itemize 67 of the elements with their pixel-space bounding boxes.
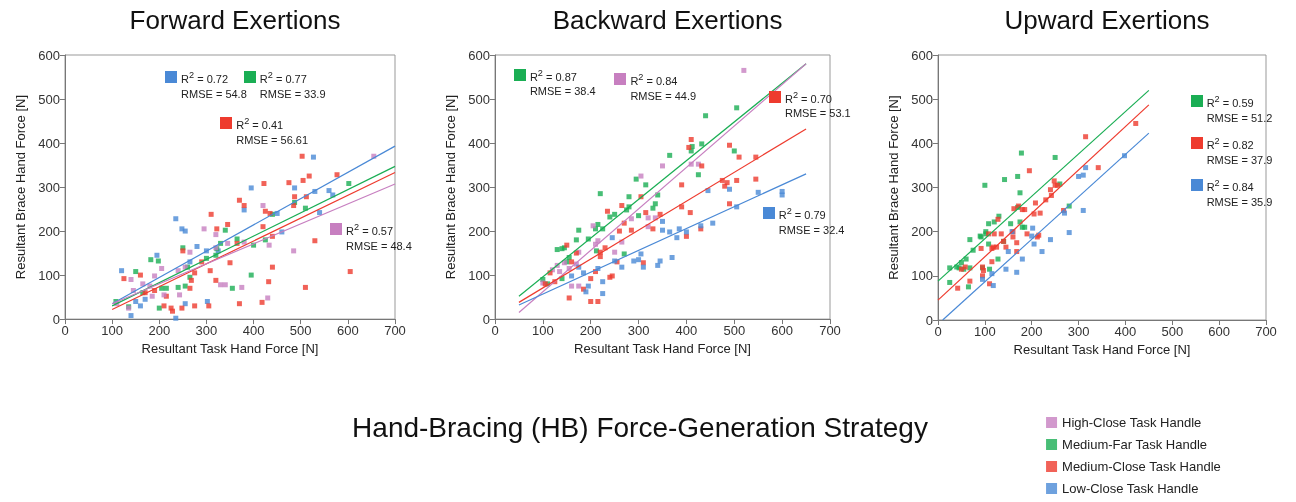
x-tick-label: 700	[819, 323, 841, 339]
x-tick-label: 700	[384, 323, 406, 339]
annotation: R$^{2}$ = 0.84 RMSE = 35.9	[1206, 177, 1273, 210]
y-tick-label: 500	[38, 91, 60, 107]
y-axis-title: Resultant Brace Hand Force [N]	[13, 94, 29, 280]
annotation: R$^{2}$ = 0.70 RMSE = 53.1	[784, 88, 851, 122]
y-tick-label: 400	[911, 135, 933, 151]
legend-label: Medium-Far Task Handle	[1062, 437, 1208, 452]
x-tick-label: 100	[974, 324, 996, 339]
y-tick-label: 500	[468, 91, 490, 107]
chart-title: Upward Exertions	[1004, 5, 1210, 35]
x-tick-label: 600	[337, 323, 359, 339]
y-tick-label: 500	[911, 91, 933, 107]
x-tick-label: 300	[627, 323, 650, 339]
y-tick-label: 400	[38, 135, 60, 151]
x-tick-label: 700	[1255, 324, 1277, 339]
x-tick-label: 600	[1208, 324, 1230, 339]
x-tick-label: 200	[579, 323, 602, 339]
annotation: R$^{2}$ = 0.77 RMSE = 33.9	[259, 69, 326, 102]
annotation: R$^{2}$ = 0.87 RMSE = 38.4	[529, 66, 596, 100]
x-tick-label: 100	[532, 323, 554, 339]
y-tick-label: 600	[38, 47, 60, 63]
y-tick-label: 0	[52, 311, 60, 327]
x-tick-label: 300	[195, 323, 218, 339]
y-axis-title: Resultant Brace Hand Force [N]	[886, 95, 902, 280]
y-tick-label: 0	[482, 311, 490, 327]
annotation: R$^{2}$ = 0.82 RMSE = 37.9	[1206, 135, 1273, 168]
x-tick-label: 500	[289, 323, 312, 339]
x-tick-label: 400	[242, 323, 265, 339]
x-tick-label: 200	[148, 323, 171, 339]
legend-label: Low-Close Task Handle	[1062, 481, 1199, 496]
y-tick-label: 100	[468, 267, 490, 283]
y-tick-label: 200	[38, 223, 60, 239]
chart-title: Forward Exertions	[129, 5, 341, 35]
y-tick-label: 300	[911, 180, 933, 195]
text: Hand-Bracing (HB) Force-Generation Strategy	[351, 412, 929, 444]
y-tick-label: 400	[468, 135, 490, 151]
legend-label: High-Close Task Handle	[1062, 415, 1202, 430]
y-tick-label: 300	[38, 179, 60, 195]
x-axis-title: Resultant Task Hand Force [N]	[1013, 341, 1191, 357]
x-tick-label: 500	[723, 323, 746, 339]
annotation: R$^{2}$ = 0.59 RMSE = 51.2	[1206, 93, 1273, 127]
y-tick-label: 0	[925, 312, 933, 328]
x-axis-title: Resultant Task Hand Force [N]	[574, 341, 751, 356]
x-tick-label: 400	[1114, 324, 1137, 339]
annotation: R$^{2}$ = 0.41 RMSE = 56.61	[236, 115, 309, 148]
annotation: R$^{2}$ = 0.79 RMSE = 32.4	[778, 205, 845, 239]
x-tick-label: 300	[1067, 324, 1090, 339]
x-tick-label: 500	[1161, 324, 1184, 339]
annotation: R$^{2}$ = 0.72 RMSE = 54.8	[181, 69, 247, 102]
y-tick-label: 600	[468, 47, 490, 63]
y-tick-label: 200	[911, 224, 933, 240]
y-tick-label: 100	[911, 268, 933, 284]
x-tick-label: 100	[101, 323, 123, 339]
y-tick-label: 100	[38, 267, 60, 283]
x-axis-title: Resultant Task Hand Force [N]	[141, 341, 319, 356]
y-tick-label: 600	[911, 47, 933, 63]
x-tick-label: 400	[675, 323, 698, 339]
legend-label: Medium-Close Task Handle	[1062, 459, 1221, 474]
annotation: R$^{2}$ = 0.84 RMSE = 44.9	[630, 71, 697, 104]
y-tick-label: 200	[468, 223, 490, 239]
x-tick-label: 600	[771, 323, 793, 339]
y-tick-label: 300	[468, 179, 490, 195]
annotation: R$^{2}$ = 0.57 RMSE = 48.4	[346, 220, 412, 254]
x-tick-label: 200	[1020, 324, 1043, 339]
y-axis-title: Resultant Brace Hand Force [N]	[443, 94, 459, 280]
chart-title: Backward Exertions	[552, 5, 783, 35]
